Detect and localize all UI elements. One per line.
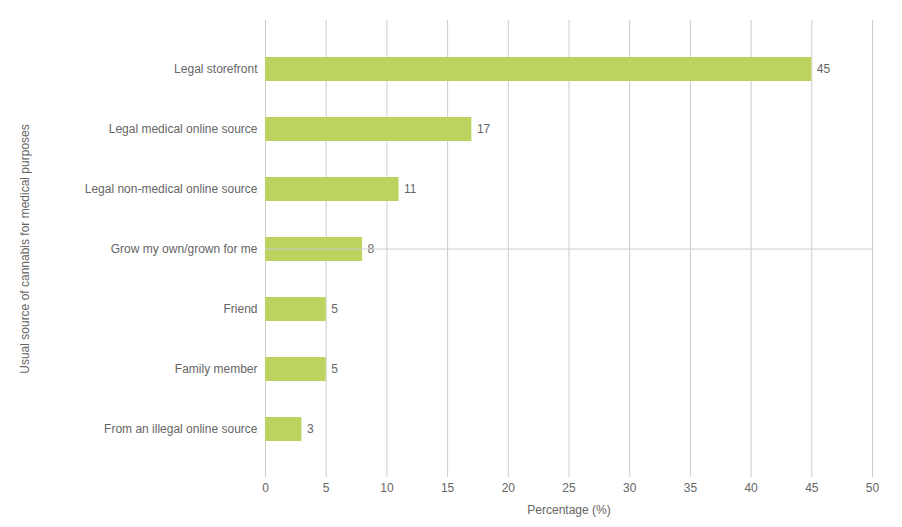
svg-text:Legal medical online source: Legal medical online source [109,122,258,136]
svg-text:5: 5 [323,481,330,495]
svg-text:45: 45 [805,481,819,495]
svg-text:10: 10 [380,481,394,495]
svg-text:Percentage (%): Percentage (%) [527,503,610,517]
svg-text:40: 40 [744,481,758,495]
svg-text:0: 0 [262,481,269,495]
svg-text:35: 35 [684,481,698,495]
svg-text:17: 17 [477,122,491,136]
svg-text:15: 15 [441,481,455,495]
svg-text:50: 50 [866,481,880,495]
svg-text:11: 11 [404,182,417,196]
svg-text:Grow my own/grown for me: Grow my own/grown for me [111,242,258,256]
svg-text:From an illegal online source: From an illegal online source [104,422,258,436]
svg-text:20: 20 [502,481,516,495]
svg-text:45: 45 [817,62,831,76]
svg-text:30: 30 [623,481,637,495]
svg-text:8: 8 [367,242,375,257]
svg-text:Legal non-medical online sourc: Legal non-medical online source [85,182,258,196]
svg-text:25: 25 [562,481,576,495]
svg-text:3: 3 [307,422,314,436]
svg-text:Family member: Family member [175,362,258,376]
svg-text:5: 5 [331,362,338,376]
svg-text:5: 5 [331,302,338,316]
svg-text:Legal storefront: Legal storefront [174,62,258,76]
svg-text:Friend: Friend [223,302,257,316]
svg-text:Usual source of cannabis for m: Usual source of cannabis for medical pur… [18,124,32,373]
